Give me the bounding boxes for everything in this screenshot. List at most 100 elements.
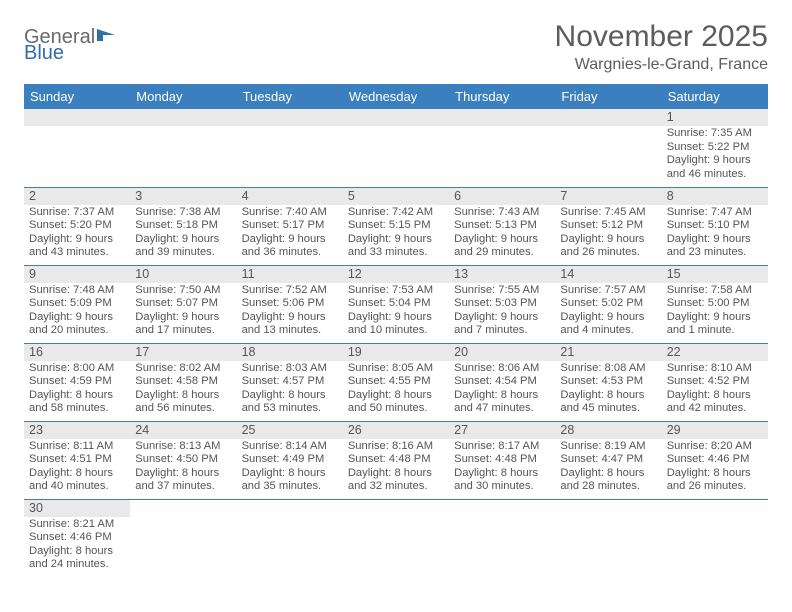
sunrise-text: Sunrise: 8:14 AM bbox=[242, 440, 338, 454]
calendar-week-row: 16Sunrise: 8:00 AMSunset: 4:59 PMDayligh… bbox=[24, 343, 768, 421]
sunrise-text: Sunrise: 7:38 AM bbox=[135, 206, 231, 220]
calendar-cell: 25Sunrise: 8:14 AMSunset: 4:49 PMDayligh… bbox=[237, 421, 343, 499]
calendar-cell bbox=[343, 499, 449, 577]
daylight-text-2: and 10 minutes. bbox=[348, 324, 444, 338]
sunrise-text: Sunrise: 7:45 AM bbox=[560, 206, 656, 220]
calendar-cell: 17Sunrise: 8:02 AMSunset: 4:58 PMDayligh… bbox=[130, 343, 236, 421]
daylight-text-1: Daylight: 9 hours bbox=[135, 233, 231, 247]
daylight-text-2: and 37 minutes. bbox=[135, 480, 231, 494]
page-root: General November 2025 Wargnies-le-Grand,… bbox=[0, 0, 792, 597]
day-details bbox=[237, 126, 343, 130]
day-details: Sunrise: 7:40 AMSunset: 5:17 PMDaylight:… bbox=[237, 205, 343, 263]
daylight-text-2: and 58 minutes. bbox=[29, 402, 125, 416]
day-number-band: 20 bbox=[449, 344, 555, 361]
day-header: Thursday bbox=[449, 84, 555, 109]
sunset-text: Sunset: 4:51 PM bbox=[29, 453, 125, 467]
day-number-band: 24 bbox=[130, 422, 236, 439]
sunset-text: Sunset: 5:00 PM bbox=[667, 297, 763, 311]
day-number-band bbox=[130, 500, 236, 517]
calendar-cell: 10Sunrise: 7:50 AMSunset: 5:07 PMDayligh… bbox=[130, 265, 236, 343]
daylight-text-2: and 42 minutes. bbox=[667, 402, 763, 416]
calendar-cell: 15Sunrise: 7:58 AMSunset: 5:00 PMDayligh… bbox=[662, 265, 768, 343]
daylight-text-1: Daylight: 9 hours bbox=[560, 311, 656, 325]
day-details: Sunrise: 7:35 AMSunset: 5:22 PMDaylight:… bbox=[662, 126, 768, 184]
daylight-text-1: Daylight: 9 hours bbox=[29, 233, 125, 247]
day-number-band bbox=[449, 109, 555, 126]
sunset-text: Sunset: 5:03 PM bbox=[454, 297, 550, 311]
day-details: Sunrise: 8:00 AMSunset: 4:59 PMDaylight:… bbox=[24, 361, 130, 419]
calendar-cell: 20Sunrise: 8:06 AMSunset: 4:54 PMDayligh… bbox=[449, 343, 555, 421]
calendar-cell: 18Sunrise: 8:03 AMSunset: 4:57 PMDayligh… bbox=[237, 343, 343, 421]
sunrise-text: Sunrise: 8:13 AM bbox=[135, 440, 231, 454]
day-header: Tuesday bbox=[237, 84, 343, 109]
day-details bbox=[237, 517, 343, 521]
day-details: Sunrise: 8:03 AMSunset: 4:57 PMDaylight:… bbox=[237, 361, 343, 419]
day-details bbox=[662, 517, 768, 521]
sunrise-text: Sunrise: 7:57 AM bbox=[560, 284, 656, 298]
day-details: Sunrise: 7:43 AMSunset: 5:13 PMDaylight:… bbox=[449, 205, 555, 263]
daylight-text-1: Daylight: 8 hours bbox=[242, 389, 338, 403]
sunrise-text: Sunrise: 7:53 AM bbox=[348, 284, 444, 298]
sunrise-text: Sunrise: 7:42 AM bbox=[348, 206, 444, 220]
daylight-text-2: and 46 minutes. bbox=[667, 168, 763, 182]
daylight-text-1: Daylight: 8 hours bbox=[242, 467, 338, 481]
day-number-band bbox=[343, 500, 449, 517]
day-details: Sunrise: 7:52 AMSunset: 5:06 PMDaylight:… bbox=[237, 283, 343, 341]
calendar-body: 1Sunrise: 7:35 AMSunset: 5:22 PMDaylight… bbox=[24, 109, 768, 577]
day-header: Sunday bbox=[24, 84, 130, 109]
day-number-band bbox=[130, 109, 236, 126]
day-header: Wednesday bbox=[343, 84, 449, 109]
daylight-text-1: Daylight: 9 hours bbox=[348, 233, 444, 247]
calendar-cell bbox=[237, 499, 343, 577]
sunrise-text: Sunrise: 7:47 AM bbox=[667, 206, 763, 220]
day-number-band: 18 bbox=[237, 344, 343, 361]
daylight-text-2: and 4 minutes. bbox=[560, 324, 656, 338]
daylight-text-1: Daylight: 8 hours bbox=[667, 389, 763, 403]
daylight-text-2: and 36 minutes. bbox=[242, 246, 338, 260]
calendar-week-row: 2Sunrise: 7:37 AMSunset: 5:20 PMDaylight… bbox=[24, 187, 768, 265]
day-details: Sunrise: 7:37 AMSunset: 5:20 PMDaylight:… bbox=[24, 205, 130, 263]
calendar-cell: 9Sunrise: 7:48 AMSunset: 5:09 PMDaylight… bbox=[24, 265, 130, 343]
daylight-text-2: and 1 minute. bbox=[667, 324, 763, 338]
calendar-week-row: 9Sunrise: 7:48 AMSunset: 5:09 PMDaylight… bbox=[24, 265, 768, 343]
sunset-text: Sunset: 4:53 PM bbox=[560, 375, 656, 389]
logo-text-blue: Blue bbox=[24, 42, 64, 64]
daylight-text-2: and 7 minutes. bbox=[454, 324, 550, 338]
day-details bbox=[555, 126, 661, 130]
day-details bbox=[24, 126, 130, 130]
calendar-cell: 16Sunrise: 8:00 AMSunset: 4:59 PMDayligh… bbox=[24, 343, 130, 421]
calendar-cell bbox=[343, 109, 449, 187]
calendar-cell: 21Sunrise: 8:08 AMSunset: 4:53 PMDayligh… bbox=[555, 343, 661, 421]
sunset-text: Sunset: 5:10 PM bbox=[667, 219, 763, 233]
day-details: Sunrise: 8:06 AMSunset: 4:54 PMDaylight:… bbox=[449, 361, 555, 419]
calendar-cell bbox=[449, 109, 555, 187]
calendar-week-row: 30Sunrise: 8:21 AMSunset: 4:46 PMDayligh… bbox=[24, 499, 768, 577]
sunset-text: Sunset: 4:47 PM bbox=[560, 453, 656, 467]
day-number-band: 10 bbox=[130, 266, 236, 283]
daylight-text-2: and 30 minutes. bbox=[454, 480, 550, 494]
day-number-band bbox=[555, 109, 661, 126]
calendar-cell: 22Sunrise: 8:10 AMSunset: 4:52 PMDayligh… bbox=[662, 343, 768, 421]
sunset-text: Sunset: 4:48 PM bbox=[348, 453, 444, 467]
calendar-cell: 23Sunrise: 8:11 AMSunset: 4:51 PMDayligh… bbox=[24, 421, 130, 499]
sunrise-text: Sunrise: 8:21 AM bbox=[29, 518, 125, 532]
calendar-cell bbox=[24, 109, 130, 187]
calendar-cell bbox=[237, 109, 343, 187]
daylight-text-1: Daylight: 9 hours bbox=[454, 311, 550, 325]
sunrise-text: Sunrise: 8:16 AM bbox=[348, 440, 444, 454]
daylight-text-2: and 35 minutes. bbox=[242, 480, 338, 494]
daylight-text-2: and 26 minutes. bbox=[667, 480, 763, 494]
day-number-band bbox=[24, 109, 130, 126]
sunset-text: Sunset: 5:09 PM bbox=[29, 297, 125, 311]
sunset-text: Sunset: 5:20 PM bbox=[29, 219, 125, 233]
logo-flag-icon bbox=[97, 26, 119, 49]
sunset-text: Sunset: 4:46 PM bbox=[667, 453, 763, 467]
day-number-band: 3 bbox=[130, 188, 236, 205]
calendar-cell: 14Sunrise: 7:57 AMSunset: 5:02 PMDayligh… bbox=[555, 265, 661, 343]
day-number-band: 12 bbox=[343, 266, 449, 283]
daylight-text-2: and 28 minutes. bbox=[560, 480, 656, 494]
daylight-text-2: and 43 minutes. bbox=[29, 246, 125, 260]
day-number-band bbox=[237, 500, 343, 517]
day-details bbox=[449, 517, 555, 521]
calendar-cell: 28Sunrise: 8:19 AMSunset: 4:47 PMDayligh… bbox=[555, 421, 661, 499]
